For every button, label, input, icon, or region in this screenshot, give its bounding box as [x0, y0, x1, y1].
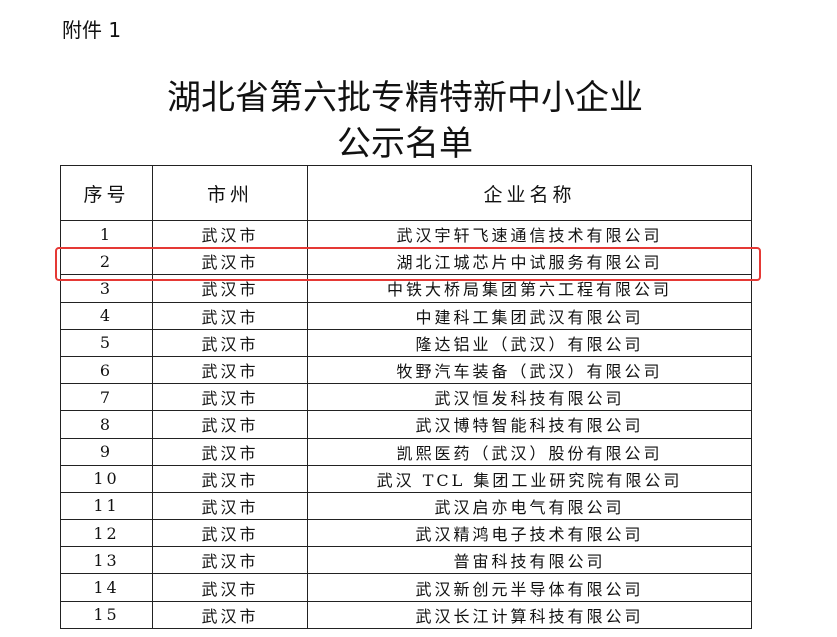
table-row: 10 武汉市 武汉 TCL 集团工业研究院有限公司	[60, 464, 752, 493]
row-company-name: 武汉博特智能科技有限公司	[307, 410, 752, 439]
row-company-name: 武汉恒发科技有限公司	[307, 383, 752, 412]
row-city: 武汉市	[152, 573, 308, 602]
table-row: 12 武汉市 武汉精鸿电子技术有限公司	[60, 519, 752, 548]
table-row: 1 武汉市 武汉宇轩飞速通信技术有限公司	[60, 219, 752, 249]
row-city: 武汉市	[152, 600, 308, 629]
row-index: 6	[60, 355, 153, 385]
table-row: 4 武汉市 中建科工集团武汉有限公司	[60, 301, 752, 330]
row-company-name: 中建科工集团武汉有限公司	[307, 301, 752, 330]
row-company-name: 武汉新创元半导体有限公司	[307, 573, 752, 602]
row-city: 武汉市	[152, 464, 308, 493]
row-company-name: 武汉 TCL 集团工业研究院有限公司	[307, 464, 752, 493]
document-title-line1: 湖北省第六批专精特新中小企业	[167, 78, 643, 118]
table-row: 6 武汉市 牧野汽车装备（武汉）有限公司	[60, 355, 752, 385]
row-company-name: 武汉宇轩飞速通信技术有限公司	[307, 219, 752, 249]
table-row: 15 武汉市 武汉长江计算科技有限公司	[60, 600, 752, 629]
row-city: 武汉市	[152, 546, 308, 575]
table-row: 8 武汉市 武汉博特智能科技有限公司	[60, 410, 752, 439]
row-company-name: 武汉长江计算科技有限公司	[307, 600, 752, 629]
table-row: 5 武汉市 隆达铝业（武汉）有限公司	[60, 328, 752, 357]
row-company-name: 武汉精鸿电子技术有限公司	[307, 519, 752, 548]
attachment-label: 附件 1	[62, 18, 122, 42]
row-index: 9	[60, 437, 153, 466]
table-row: 9 武汉市 凯熙医药（武汉）股份有限公司	[60, 437, 752, 466]
header-city: 市州	[152, 165, 308, 221]
table-row: 2 武汉市 湖北江城芯片中试服务有限公司	[60, 247, 752, 276]
row-company-name: 隆达铝业（武汉）有限公司	[307, 328, 752, 357]
row-company-name: 普宙科技有限公司	[307, 546, 752, 575]
row-company-name: 武汉启亦电气有限公司	[307, 491, 752, 521]
row-city: 武汉市	[152, 355, 308, 385]
row-index: 1	[60, 219, 153, 249]
row-index: 15	[60, 600, 153, 629]
row-city: 武汉市	[152, 491, 308, 521]
document-title-line2: 公示名单	[337, 124, 473, 164]
row-city: 武汉市	[152, 410, 308, 439]
row-company-name: 湖北江城芯片中试服务有限公司	[307, 247, 752, 276]
row-index: 5	[60, 328, 153, 357]
row-index: 12	[60, 519, 153, 548]
table-header-row: 序号 市州 企业名称	[60, 165, 752, 221]
row-index: 10	[60, 464, 153, 493]
row-city: 武汉市	[152, 219, 308, 249]
company-list-table: 序号 市州 企业名称 1 武汉市 武汉宇轩飞速通信技术有限公司 2 武汉市 湖北江城芯片中…	[60, 165, 752, 629]
header-company-name: 企业名称	[307, 165, 752, 221]
header-index: 序号	[60, 165, 153, 221]
row-index: 13	[60, 546, 153, 575]
highlight-box	[55, 247, 761, 281]
row-company-name: 凯熙医药（武汉）股份有限公司	[307, 437, 752, 466]
row-city: 武汉市	[152, 301, 308, 330]
row-index: 14	[60, 573, 153, 602]
table-row: 7 武汉市 武汉恒发科技有限公司	[60, 383, 752, 412]
row-city: 武汉市	[152, 519, 308, 548]
row-city: 武汉市	[152, 383, 308, 412]
row-index: 7	[60, 383, 153, 412]
table-row: 13 武汉市 普宙科技有限公司	[60, 546, 752, 575]
row-city: 武汉市	[152, 328, 308, 357]
row-city: 武汉市	[152, 437, 308, 466]
row-index: 4	[60, 301, 153, 330]
table-row: 14 武汉市 武汉新创元半导体有限公司	[60, 573, 752, 602]
row-company-name: 牧野汽车装备（武汉）有限公司	[307, 355, 752, 385]
row-index: 11	[60, 491, 153, 521]
table-row: 11 武汉市 武汉启亦电气有限公司	[60, 491, 752, 521]
row-index: 8	[60, 410, 153, 439]
